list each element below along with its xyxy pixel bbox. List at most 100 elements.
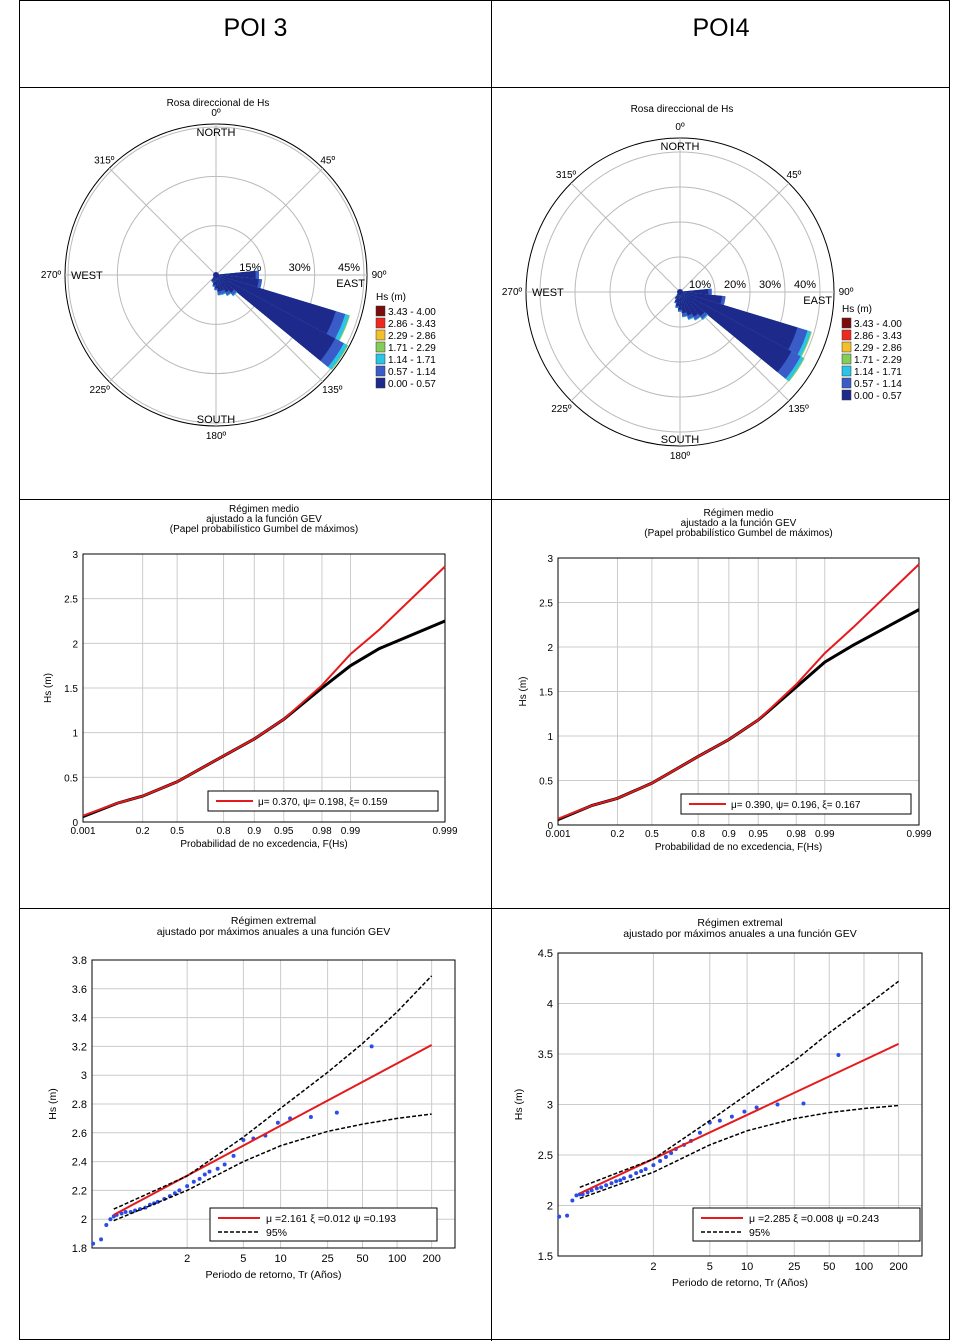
y-tick-label: 1.5 — [538, 1251, 553, 1263]
legend-swatch — [375, 365, 386, 377]
chart-title-line: Régimen medio — [229, 504, 299, 515]
series-line — [113, 1044, 433, 1216]
x-tick-label: 0.9 — [247, 826, 261, 837]
y-tick-label: 2.6 — [72, 1128, 87, 1140]
x-tick-label: 5 — [707, 1261, 713, 1273]
x-tick-label: 200 — [422, 1253, 440, 1265]
data-point — [231, 1153, 236, 1158]
rose-angle-label: 90º — [372, 270, 387, 281]
data-point — [754, 1105, 759, 1110]
series-line — [579, 980, 900, 1189]
plot-frame — [82, 553, 446, 823]
legend-label: 0.00 - 0.57 — [388, 379, 436, 390]
chart-legend: μ= 0.370, ψ= 0.198, ξ= 0.159 — [207, 790, 439, 812]
rose-legend-title: Hs (m) — [842, 304, 872, 315]
data-point — [557, 1214, 562, 1219]
x-tick-label: 0.2 — [611, 829, 625, 840]
x-tick-label: 0.98 — [787, 829, 807, 840]
rose-angle-label: 135º — [322, 385, 343, 396]
legend-label: 2.29 - 2.86 — [854, 343, 902, 354]
y-axis-label: Hs (m) — [43, 673, 54, 703]
x-tick-label: 10 — [274, 1253, 286, 1265]
rose-west-label: WEST — [71, 270, 103, 282]
data-point — [202, 1172, 207, 1177]
data-point — [123, 1210, 128, 1214]
data-point — [185, 1184, 190, 1189]
series-line — [82, 619, 446, 819]
y-tick-label: 2 — [72, 639, 78, 650]
series-line — [557, 608, 920, 822]
y-tick-label: 2.5 — [538, 1150, 553, 1162]
data-point — [658, 1159, 663, 1164]
y-tick-label: 1.8 — [72, 1243, 87, 1255]
legend-swatch — [841, 389, 852, 401]
legend-label: μ= 0.370, ψ= 0.198, ξ= 0.159 — [258, 797, 388, 808]
legend-swatch — [375, 305, 386, 317]
data-point — [742, 1109, 747, 1114]
rose-sector — [215, 274, 336, 361]
x-tick-label: 0.999 — [432, 826, 457, 837]
plot-frame — [91, 959, 456, 1249]
y-tick-label: 1.5 — [64, 684, 78, 695]
y-tick-label: 3.6 — [72, 984, 87, 996]
x-axis-label: Periodo de retorno, Tr (Años) — [672, 1277, 808, 1289]
data-point — [334, 1110, 339, 1115]
rose-legend-title: Hs (m) — [376, 292, 406, 303]
legend-swatch — [841, 341, 852, 353]
rose-angle-label: 45º — [320, 155, 335, 166]
legend-label: 0.57 - 1.14 — [854, 379, 902, 390]
legend-swatch — [375, 353, 386, 365]
plot-grid — [92, 959, 455, 1249]
rose-legend: Hs (m) 3.43 - 4.002.86 - 3.432.29 - 2.861… — [375, 292, 436, 390]
observed-points — [557, 1053, 841, 1219]
data-point — [651, 1163, 656, 1168]
legend-label: 1.71 - 2.29 — [388, 343, 436, 354]
rose-angle-label: 315º — [94, 155, 115, 166]
rose-center — [677, 289, 683, 295]
legend-label: 0.00 - 0.57 — [854, 391, 902, 402]
rose-sector — [215, 274, 336, 335]
data-point — [191, 1179, 196, 1184]
legend-swatch — [375, 329, 386, 341]
y-tick-label: 3 — [81, 1070, 87, 1082]
legend-label: 3.43 - 4.00 — [388, 307, 436, 318]
x-axis-label: Periodo de retorno, Tr (Años) — [206, 1269, 342, 1281]
series-line — [579, 1042, 900, 1195]
y-axis-label: Hs (m) — [518, 677, 529, 707]
y-tick-label: 2.5 — [64, 595, 78, 606]
plot-frame — [557, 557, 920, 826]
legend-label: 2.29 - 2.86 — [388, 331, 436, 342]
data-point — [215, 1166, 220, 1171]
rose-legend: Hs (m)3.43 - 4.002.86 - 3.432.29 - 2.861… — [841, 304, 902, 402]
series-line — [579, 1104, 899, 1200]
data-point — [609, 1181, 614, 1186]
x-tick-label: 0.99 — [815, 829, 835, 840]
data-point — [729, 1114, 734, 1119]
legend-swatch — [841, 377, 852, 389]
rose-east-label: EAST — [803, 295, 832, 307]
rose-grid — [525, 137, 835, 447]
legend-label: 2.86 - 3.43 — [388, 319, 436, 330]
legend-label: 1.71 - 2.29 — [854, 355, 902, 366]
legend-swatch — [375, 341, 386, 353]
rose-sector — [214, 274, 218, 289]
chart-title-line: ajustado a la función GEV — [681, 518, 797, 529]
rose-ring-label: 40% — [794, 279, 816, 291]
rose-sector — [679, 291, 798, 351]
plot-grid — [558, 952, 922, 1257]
x-tick-label: 50 — [356, 1253, 368, 1265]
data-point — [207, 1169, 212, 1174]
x-tick-label: 200 — [889, 1261, 907, 1273]
y-tick-label: 2.2 — [72, 1185, 87, 1197]
data-point — [155, 1199, 160, 1204]
rose-angle-label: 180º — [670, 451, 691, 462]
chart-title-line: Régimen extremal — [697, 917, 782, 929]
rose-ring-label: 15% — [239, 262, 261, 274]
data-point — [104, 1222, 109, 1227]
rose-angle-label: 180º — [206, 431, 227, 442]
y-tick-label: 3.4 — [72, 1013, 87, 1025]
legend-swatch — [841, 365, 852, 377]
data-point — [836, 1053, 841, 1058]
